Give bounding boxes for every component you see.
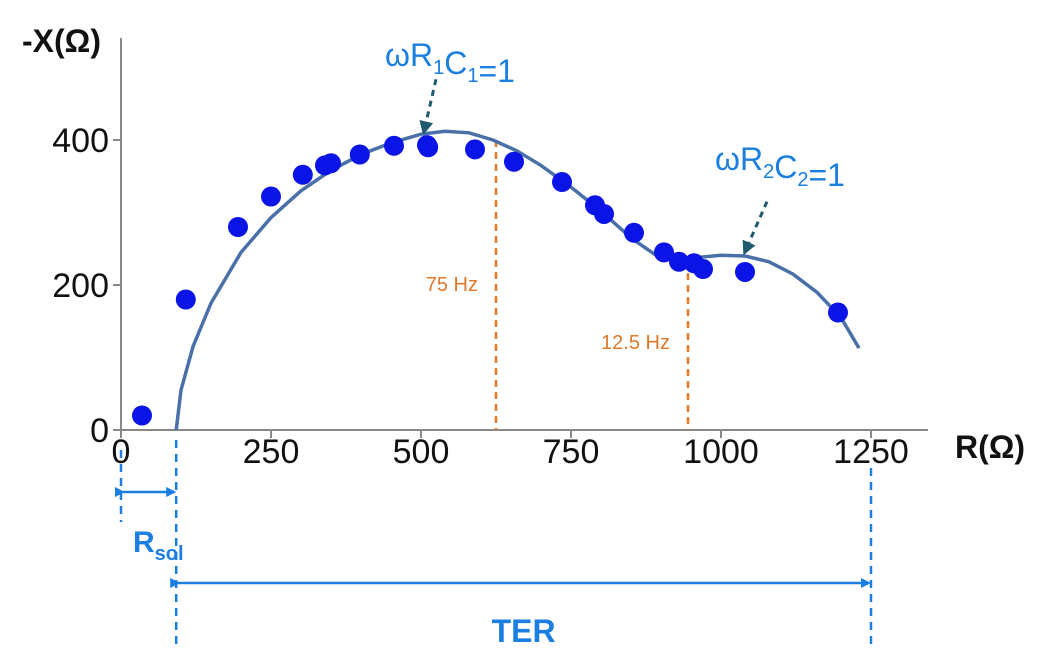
annotation-arrow [742,201,769,256]
data-point [594,203,614,224]
data-point [504,151,524,172]
data-point [349,144,370,165]
annotation-arrow [419,78,438,136]
data-point [828,302,848,323]
ter-label: TER [492,613,556,649]
frequency-label: 75 Hz [426,274,478,296]
data-point [228,217,248,237]
data-point [132,405,152,426]
rsol-label: Rsol [133,526,184,565]
frequency-label: 12.5 Hz [601,332,670,354]
x-tick-label: 1000 [683,433,759,471]
annotation-label: ωR1C1=1 [385,37,515,89]
data-point [321,153,341,174]
data-point [624,222,644,243]
data-point [418,137,439,158]
y-tick-label: 400 [52,122,109,160]
data-point [175,289,196,310]
data-point [669,251,689,272]
data-point [693,259,713,280]
data-point [384,135,404,156]
data-point [654,242,674,263]
x-axis-title: R(Ω) [955,429,1025,465]
x-tick-label: 250 [243,433,300,471]
x-tick-label: 750 [543,433,600,471]
x-tick-label: 500 [393,433,450,471]
data-point [261,186,281,207]
annotation-label: ωR2C2=1 [715,141,845,193]
y-tick-label: 0 [90,412,109,450]
x-tick-label: 1250 [833,433,909,471]
data-point [292,164,313,185]
y-axis-title: -X(Ω) [22,23,101,59]
data-point [465,139,485,160]
data-point [735,261,755,282]
fit-curve [174,129,861,431]
data-point [552,172,572,193]
y-tick-label: 200 [52,267,109,305]
